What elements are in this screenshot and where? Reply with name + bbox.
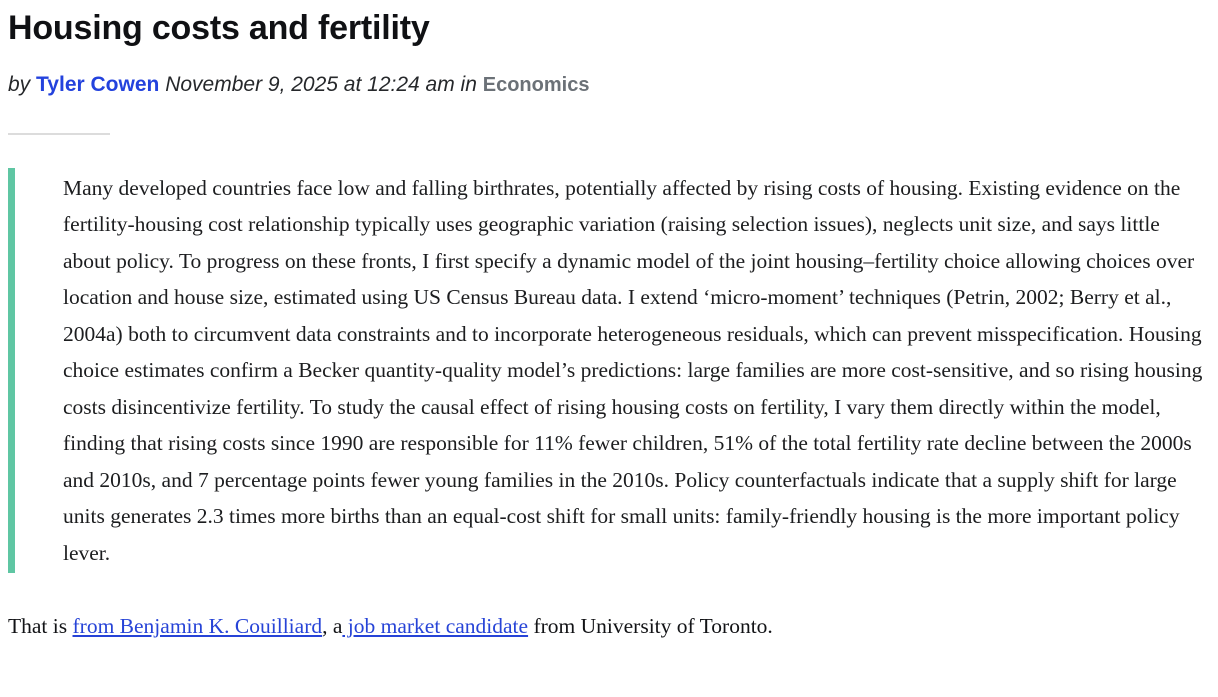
post-title: Housing costs and fertility — [8, 9, 430, 47]
post-byline: by Tyler Cowen November 9, 2025 at 12:24… — [8, 73, 1210, 97]
byline-in-label: in — [460, 72, 477, 96]
closing-paragraph: That is from Benjamin K. Couilliard, a j… — [8, 611, 1210, 642]
abstract-blockquote: Many developed countries face low and fa… — [8, 167, 1210, 574]
closing-suffix: from University of Toronto. — [528, 614, 773, 639]
closing-middle: , a — [322, 614, 343, 639]
byline-date: November 9, 2025 at 12:24 am — [165, 72, 455, 96]
category-link[interactable]: Economics — [482, 73, 590, 96]
job-market-candidate-link[interactable]: job market candidate — [342, 614, 529, 639]
byline-by-label: by — [8, 72, 31, 96]
closing-prefix: That is — [8, 614, 73, 639]
author-page-link[interactable]: from Benjamin K. Couilliard — [72, 614, 323, 639]
author-link[interactable]: Tyler Cowen — [36, 72, 160, 96]
post-divider — [8, 132, 110, 135]
post-page: Housing costs and fertility by Tyler Cow… — [0, 8, 1218, 642]
